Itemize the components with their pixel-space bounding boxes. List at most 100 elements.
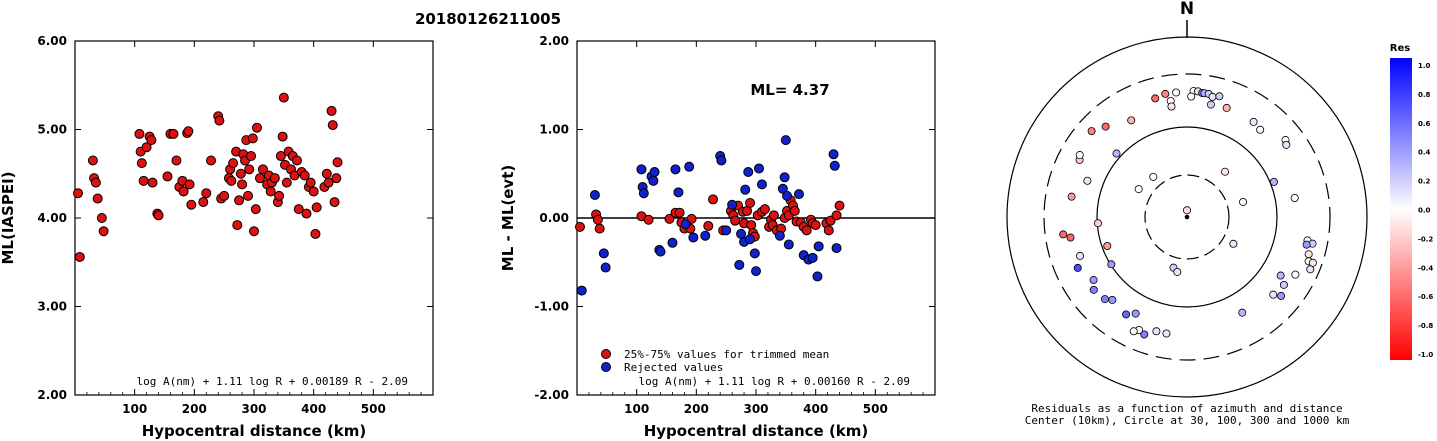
- residual-vs-distance-chart: 100 200 300 400 500 -2.00 -1.00 0.00 1.00 2.00 ML…: [499, 34, 936, 440]
- data-point: [146, 135, 157, 146]
- rejected-data-point: [813, 241, 824, 252]
- station-residual-point: [1290, 194, 1299, 203]
- colorbar-title: Res: [1390, 43, 1410, 54]
- rejected-data-point: [780, 135, 791, 146]
- y-axis-label: ML(IASPEI): [0, 171, 17, 264]
- rejected-data-point: [576, 285, 587, 296]
- legend-label-rejected: Rejected values: [624, 361, 723, 374]
- x-axis-label: Hypocentral distance (km): [142, 422, 367, 440]
- data-point: [831, 210, 842, 221]
- data-point: [274, 190, 285, 201]
- rejected-data-point: [812, 271, 823, 282]
- x-axis-label: Hypocentral distance (km): [644, 422, 869, 440]
- rejected-data-point: [721, 225, 732, 236]
- station-residual-point: [1067, 192, 1076, 201]
- station-residual-point: [1269, 290, 1278, 299]
- y-tick-label: 1.00: [539, 123, 569, 137]
- y-tick-label: 4.00: [37, 211, 67, 225]
- rejected-data-point: [680, 219, 691, 230]
- y-axis-label: ML - ML(evt): [499, 165, 517, 271]
- data-point: [745, 197, 756, 208]
- station-residual-point: [1291, 270, 1300, 279]
- rejected-data-point: [749, 248, 760, 259]
- station-residual-point: [1059, 230, 1068, 239]
- data-point: [768, 210, 779, 221]
- data-point: [823, 225, 834, 236]
- data-point: [168, 128, 179, 139]
- data-point: [234, 195, 245, 206]
- data-point: [183, 126, 194, 137]
- station-residual-point: [1306, 265, 1315, 274]
- station-residual-point: [1162, 329, 1171, 338]
- station-residual-point: [1089, 285, 1098, 294]
- data-point: [214, 115, 225, 126]
- station-residual-point: [1238, 308, 1247, 317]
- azimuth-distance-chart: N Residuals as a function of azimuth and…: [1006, 0, 1368, 427]
- station-residual-point: [1256, 125, 1265, 134]
- data-point: [138, 175, 149, 186]
- data-point: [834, 200, 845, 211]
- data-point: [323, 177, 334, 188]
- data-point: [228, 158, 239, 169]
- station-residual-point: [1249, 117, 1258, 126]
- rejected-data-point: [782, 190, 793, 201]
- rejected-data-point: [600, 262, 611, 273]
- data-point: [277, 131, 288, 142]
- epicenter-marker: [1184, 214, 1190, 220]
- ring-1000km: [1006, 36, 1368, 398]
- x-tick-label: 300: [743, 402, 768, 416]
- station-residual-point: [1222, 103, 1231, 112]
- station-residual-point: [1101, 122, 1110, 131]
- data-point: [278, 92, 289, 103]
- x-tick-label: 100: [122, 402, 147, 416]
- data-point: [299, 170, 310, 181]
- rejected-data-point: [716, 155, 727, 166]
- station-residual-point: [1208, 92, 1217, 101]
- rejected-data-point: [688, 232, 699, 243]
- residual-colorbar: Res 1.0 0.8 0.6 0.4 0.2 0.0 -0.2 -0.4 -0.6 -0.8 -1…: [1390, 43, 1433, 360]
- data-point: [141, 142, 152, 153]
- station-residual-point: [1112, 149, 1121, 158]
- ml-annotation: ML= 4.37: [750, 81, 829, 99]
- data-point: [92, 193, 103, 204]
- colorbar-tick-label: 0.6: [1418, 120, 1431, 128]
- data-point: [98, 226, 109, 237]
- rejected-data-point: [753, 163, 764, 174]
- station-residual-point: [1282, 140, 1291, 149]
- data-point: [305, 177, 316, 188]
- y-tick-label: -1.00: [534, 300, 569, 314]
- data-point: [810, 220, 821, 231]
- station-residual-point: [1129, 327, 1138, 336]
- station-residual-point: [1089, 276, 1098, 285]
- data-point: [703, 220, 714, 231]
- rejected-data-point: [667, 237, 678, 248]
- formula-label: log A(nm) + 1.11 log R + 0.00160 R - 2.0…: [638, 375, 910, 388]
- data-point: [251, 122, 262, 133]
- rejected-data-point: [700, 230, 711, 241]
- station-residual-point: [1073, 263, 1082, 272]
- data-point: [265, 186, 276, 197]
- data-point: [246, 151, 257, 162]
- ring-300km: [1043, 73, 1331, 361]
- station-residual-point: [1215, 92, 1224, 101]
- data-point: [257, 164, 268, 175]
- rejected-data-point: [648, 175, 659, 186]
- legend-label-trimmed: 25%-75% values for trimmed mean: [624, 348, 829, 361]
- data-point: [134, 128, 145, 139]
- y-tick-label: 2.00: [37, 388, 67, 402]
- station-residual-point: [1161, 89, 1170, 98]
- data-point: [90, 177, 101, 188]
- data-point: [592, 214, 603, 225]
- rejected-data-point: [828, 149, 839, 160]
- rejected-data-point: [727, 199, 738, 210]
- data-point: [311, 202, 322, 213]
- rejected-data-point: [807, 252, 818, 263]
- data-point: [254, 173, 265, 184]
- data-point: [321, 168, 332, 179]
- rejected-data-point: [673, 187, 684, 198]
- station-residual-point: [1269, 177, 1278, 186]
- data-point: [708, 194, 719, 205]
- rejected-data-point: [751, 266, 761, 277]
- colorbar-tick-label: -0.2: [1418, 235, 1433, 243]
- rejected-data-point: [743, 166, 754, 177]
